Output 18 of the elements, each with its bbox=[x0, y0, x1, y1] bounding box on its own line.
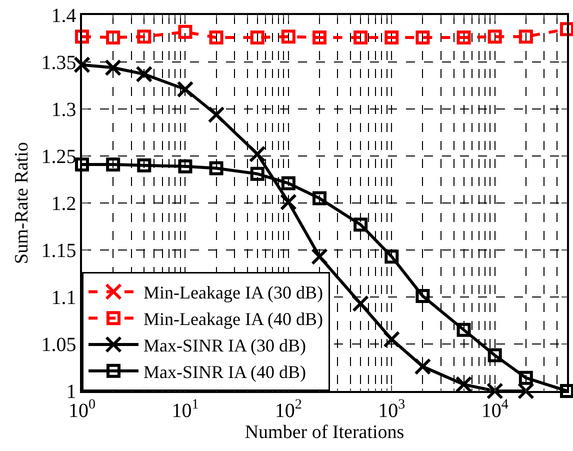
y-tick-label: 1.05 bbox=[41, 334, 76, 356]
y-tick-label: 1.2 bbox=[51, 193, 76, 215]
y-tick-label: 1.4 bbox=[51, 5, 76, 27]
x-tick-label: 10$^{3}$ bbox=[378, 397, 406, 422]
y-tick-label: 1.35 bbox=[41, 52, 76, 74]
x-tick-label: 10$^{2}$ bbox=[274, 397, 302, 422]
y-tick-label: 1.25 bbox=[41, 146, 76, 168]
legend-label: Max-SINR IA (40 dB) bbox=[144, 362, 306, 382]
y-tick-label: 1.3 bbox=[51, 99, 76, 121]
x-tick-label: 10$^{4}$ bbox=[481, 397, 508, 422]
legend-label: Max-SINR IA (30 dB) bbox=[144, 336, 306, 356]
y-axis-title: Sum-Rate Ratio bbox=[12, 142, 33, 264]
legend-label: Min-Leakage IA (30 dB) bbox=[144, 282, 323, 303]
legend-label: Min-Leakage IA (40 dB) bbox=[144, 309, 323, 330]
x-axis-title: Number of Iterations bbox=[244, 422, 404, 444]
x-tick-label: 10$^{1}$ bbox=[172, 397, 199, 422]
y-tick-label: 1.1 bbox=[51, 287, 76, 309]
y-tick-label: 1.15 bbox=[41, 240, 76, 262]
